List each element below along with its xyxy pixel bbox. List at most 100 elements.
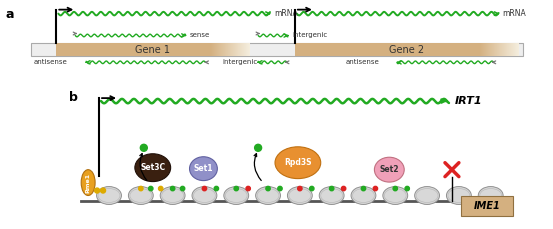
FancyBboxPatch shape	[486, 44, 487, 56]
Ellipse shape	[128, 187, 153, 204]
FancyBboxPatch shape	[491, 44, 492, 56]
FancyBboxPatch shape	[509, 44, 510, 56]
FancyBboxPatch shape	[222, 44, 223, 56]
FancyBboxPatch shape	[515, 44, 517, 56]
FancyBboxPatch shape	[243, 44, 244, 56]
FancyBboxPatch shape	[215, 44, 216, 56]
FancyBboxPatch shape	[498, 44, 499, 56]
FancyBboxPatch shape	[236, 44, 237, 56]
FancyBboxPatch shape	[238, 44, 239, 56]
Circle shape	[246, 186, 251, 191]
Text: intergenic: intergenic	[292, 33, 327, 38]
Text: Gene 2: Gene 2	[389, 45, 424, 55]
FancyBboxPatch shape	[487, 44, 488, 56]
FancyBboxPatch shape	[461, 196, 513, 216]
FancyBboxPatch shape	[56, 44, 250, 56]
FancyBboxPatch shape	[495, 44, 497, 56]
FancyBboxPatch shape	[490, 44, 491, 56]
FancyBboxPatch shape	[488, 44, 489, 56]
Ellipse shape	[81, 170, 95, 196]
Circle shape	[310, 186, 314, 191]
Ellipse shape	[135, 154, 171, 182]
FancyBboxPatch shape	[226, 44, 227, 56]
Circle shape	[298, 186, 302, 191]
FancyBboxPatch shape	[517, 44, 518, 56]
FancyBboxPatch shape	[295, 44, 519, 56]
FancyBboxPatch shape	[246, 44, 247, 56]
Circle shape	[149, 186, 153, 191]
Text: Rpd3S: Rpd3S	[284, 158, 312, 167]
Circle shape	[140, 144, 147, 151]
Text: IME1: IME1	[473, 202, 500, 211]
Ellipse shape	[288, 187, 312, 204]
FancyBboxPatch shape	[235, 44, 236, 56]
Text: mRNA: mRNA	[503, 9, 526, 18]
Text: b: b	[69, 91, 78, 104]
Circle shape	[266, 186, 270, 191]
Circle shape	[214, 186, 218, 191]
Circle shape	[373, 186, 378, 191]
FancyBboxPatch shape	[221, 44, 222, 56]
FancyBboxPatch shape	[504, 44, 505, 56]
Circle shape	[180, 186, 185, 191]
FancyBboxPatch shape	[227, 44, 228, 56]
Circle shape	[405, 186, 409, 191]
Text: antisense: antisense	[34, 59, 67, 65]
FancyBboxPatch shape	[230, 44, 231, 56]
Ellipse shape	[351, 187, 376, 204]
Text: antisense: antisense	[346, 59, 379, 65]
Ellipse shape	[374, 157, 404, 182]
Text: intergenic: intergenic	[222, 59, 258, 65]
FancyBboxPatch shape	[500, 44, 502, 56]
Circle shape	[139, 186, 143, 191]
FancyBboxPatch shape	[484, 44, 485, 56]
FancyBboxPatch shape	[492, 44, 493, 56]
Circle shape	[393, 186, 398, 191]
FancyBboxPatch shape	[225, 44, 226, 56]
FancyBboxPatch shape	[483, 44, 484, 56]
FancyBboxPatch shape	[510, 44, 512, 56]
FancyBboxPatch shape	[514, 44, 515, 56]
Ellipse shape	[192, 187, 217, 204]
Ellipse shape	[415, 187, 440, 204]
FancyBboxPatch shape	[499, 44, 500, 56]
FancyBboxPatch shape	[489, 44, 490, 56]
FancyBboxPatch shape	[240, 44, 241, 56]
FancyBboxPatch shape	[216, 44, 217, 56]
FancyBboxPatch shape	[248, 44, 249, 56]
Text: mRNA: mRNA	[274, 9, 298, 18]
Circle shape	[330, 186, 334, 191]
Ellipse shape	[319, 187, 344, 204]
FancyBboxPatch shape	[247, 44, 248, 56]
FancyBboxPatch shape	[482, 44, 483, 56]
FancyBboxPatch shape	[223, 44, 225, 56]
Ellipse shape	[255, 187, 280, 204]
FancyBboxPatch shape	[220, 44, 221, 56]
Text: sense: sense	[190, 33, 210, 38]
FancyBboxPatch shape	[493, 44, 494, 56]
Ellipse shape	[224, 187, 249, 204]
FancyBboxPatch shape	[32, 44, 524, 56]
FancyBboxPatch shape	[232, 44, 233, 56]
Text: Set1: Set1	[194, 164, 213, 173]
FancyBboxPatch shape	[245, 44, 246, 56]
Circle shape	[202, 186, 207, 191]
Text: a: a	[6, 8, 14, 21]
FancyBboxPatch shape	[237, 44, 238, 56]
FancyBboxPatch shape	[228, 44, 229, 56]
Text: Gene 1: Gene 1	[135, 45, 170, 55]
FancyBboxPatch shape	[497, 44, 498, 56]
FancyBboxPatch shape	[503, 44, 504, 56]
Ellipse shape	[446, 187, 471, 204]
FancyBboxPatch shape	[505, 44, 507, 56]
Ellipse shape	[97, 187, 122, 204]
FancyBboxPatch shape	[231, 44, 232, 56]
Ellipse shape	[190, 157, 217, 181]
Ellipse shape	[160, 187, 185, 204]
FancyBboxPatch shape	[241, 44, 242, 56]
Ellipse shape	[275, 147, 321, 179]
FancyBboxPatch shape	[502, 44, 503, 56]
FancyBboxPatch shape	[249, 44, 250, 56]
FancyBboxPatch shape	[485, 44, 486, 56]
FancyBboxPatch shape	[513, 44, 514, 56]
